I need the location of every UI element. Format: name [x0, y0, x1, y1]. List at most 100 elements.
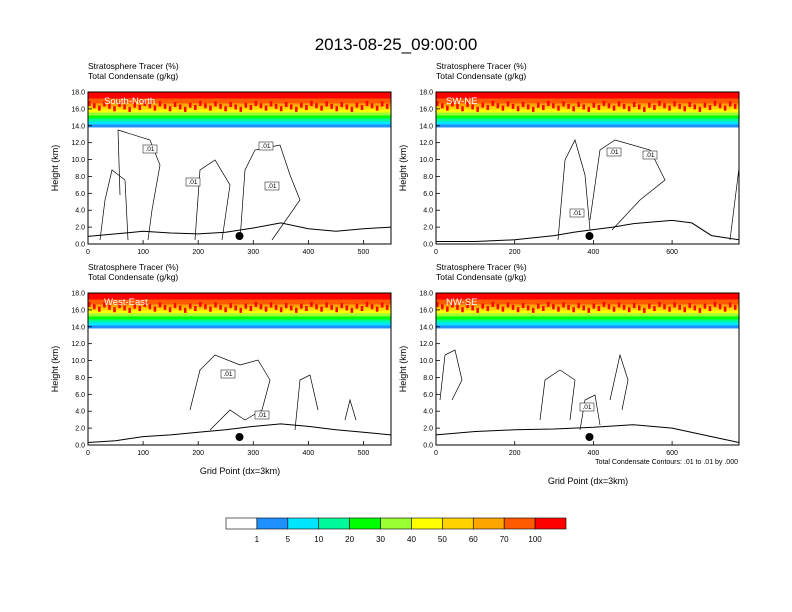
tracer-intrusion	[718, 304, 722, 310]
tracer-intrusion	[315, 304, 318, 310]
panel-label: NW-SE	[446, 297, 478, 308]
tracer-intrusion	[178, 305, 182, 311]
tracer-intrusion	[365, 301, 369, 307]
y-tick-label: 12.0	[71, 341, 85, 348]
x-tick-label: 400	[303, 249, 315, 256]
terrain-line	[436, 219, 739, 242]
condensate-contour	[579, 394, 601, 431]
tracer-intrusion	[683, 106, 686, 112]
colorbar-label: 100	[528, 535, 542, 544]
contour-label-box	[220, 369, 236, 379]
y-tick-label: 8.0	[75, 174, 85, 181]
panel-sw-ne: Stratosphere Tracer (%)Total Condensate …	[398, 61, 740, 256]
tracer-intrusion	[441, 304, 444, 310]
colorbar-swatch	[411, 517, 443, 530]
contour-label-box	[579, 402, 595, 412]
y-tick-label: 10.0	[419, 157, 433, 164]
tracer-intrusion	[723, 105, 727, 111]
contour-label: .01	[188, 179, 197, 186]
tracer-intrusion	[516, 106, 520, 112]
y-tick-label: 8.0	[423, 375, 433, 382]
y-tick-label: 12.0	[419, 140, 433, 147]
tracer-band	[436, 92, 739, 99]
tracer-intrusion	[506, 302, 510, 308]
tracer-intrusion	[279, 307, 283, 313]
tracer-intrusion	[163, 103, 167, 109]
plot-area: .01 .01 .01 .01	[88, 92, 391, 244]
tracer-intrusion	[567, 103, 570, 109]
x-tick-label: 0	[434, 249, 438, 256]
tracer-intrusion	[194, 306, 197, 312]
tracer-band	[436, 293, 739, 300]
panel-frame	[87, 91, 392, 245]
x-tick-label: 600	[666, 450, 678, 457]
tracer-intrusion	[153, 105, 157, 111]
tracer-intrusion	[723, 306, 727, 312]
condensate-contour	[589, 139, 666, 231]
tracer-intrusion	[643, 106, 646, 112]
tracer-intrusion	[118, 102, 121, 108]
tracer-intrusion	[451, 302, 454, 308]
terrain-line	[88, 222, 391, 237]
tracer-intrusion	[542, 105, 545, 111]
tracer-intrusion	[128, 106, 131, 112]
tracer-intrusion	[461, 307, 464, 313]
tracer-intrusion	[113, 307, 116, 313]
colorbar: 1 5 10 20 30 40 50 60 70 100	[225, 517, 567, 544]
tracer-intrusion	[355, 102, 359, 108]
tracer-intrusion	[456, 304, 459, 310]
plot-area: .01 .01 .01	[436, 92, 739, 244]
tracer-intrusion	[199, 100, 202, 106]
condensate-contour	[99, 169, 129, 241]
tracer-intrusion	[173, 303, 177, 309]
tracer-intrusion	[340, 303, 344, 309]
y-tick-label: 6.0	[75, 392, 85, 399]
colorbar-swatch	[256, 517, 289, 530]
tracer-intrusion	[380, 302, 384, 308]
tracer-intrusion	[320, 105, 323, 111]
tracer-intrusion	[224, 106, 227, 112]
tracer-intrusion	[239, 307, 243, 313]
tracer-intrusion	[653, 105, 656, 111]
panels-group: Stratosphere Tracer (%)Total Condensate …	[50, 61, 740, 457]
y-axis-title: Height (km)	[50, 346, 60, 393]
tracer-intrusion	[446, 105, 449, 111]
plot-area: .01	[436, 293, 739, 445]
tracer-intrusion	[703, 303, 707, 309]
tracer-intrusion	[683, 307, 686, 313]
tracer-intrusion	[269, 302, 273, 308]
panel-label: SW-NE	[446, 96, 478, 107]
tracer-intrusion	[340, 102, 344, 108]
x-tick-label: 600	[666, 249, 678, 256]
figure-title: 2013-08-25_09:00:00	[315, 35, 478, 54]
tracer-intrusion	[466, 102, 469, 108]
tracer-intrusion	[708, 105, 712, 111]
x-tick-label: 500	[358, 249, 370, 256]
tracer-intrusion	[693, 305, 697, 311]
tracer-intrusion	[552, 304, 555, 310]
tracer-intrusion	[592, 303, 596, 309]
tracer-intrusion	[617, 302, 621, 308]
x-tick-label: 100	[137, 249, 149, 256]
tracer-intrusion	[521, 303, 525, 309]
tracer-intrusion	[375, 306, 379, 312]
contour-label: .01	[645, 152, 654, 159]
y-tick-label: 10.0	[419, 358, 433, 365]
x-tick-label: 200	[509, 450, 521, 457]
tracer-intrusion	[214, 302, 217, 308]
tracer-intrusion	[632, 102, 636, 108]
tracer-intrusion	[673, 302, 676, 308]
tracer-intrusion	[466, 303, 469, 309]
tracer-intrusion	[264, 306, 268, 312]
tracer-intrusion	[587, 307, 591, 313]
tracer-intrusion	[113, 106, 116, 112]
tracer-intrusion	[315, 103, 318, 109]
tracer-intrusion	[229, 303, 232, 309]
tracer-intrusion	[658, 100, 661, 106]
y-tick-label: 18.0	[71, 90, 85, 97]
tracer-intrusion	[486, 306, 490, 312]
y-tick-label: 16.0	[71, 106, 85, 113]
tracer-intrusion	[481, 102, 484, 108]
tracer-intrusion	[345, 104, 349, 110]
tracer-intrusion	[128, 307, 131, 313]
